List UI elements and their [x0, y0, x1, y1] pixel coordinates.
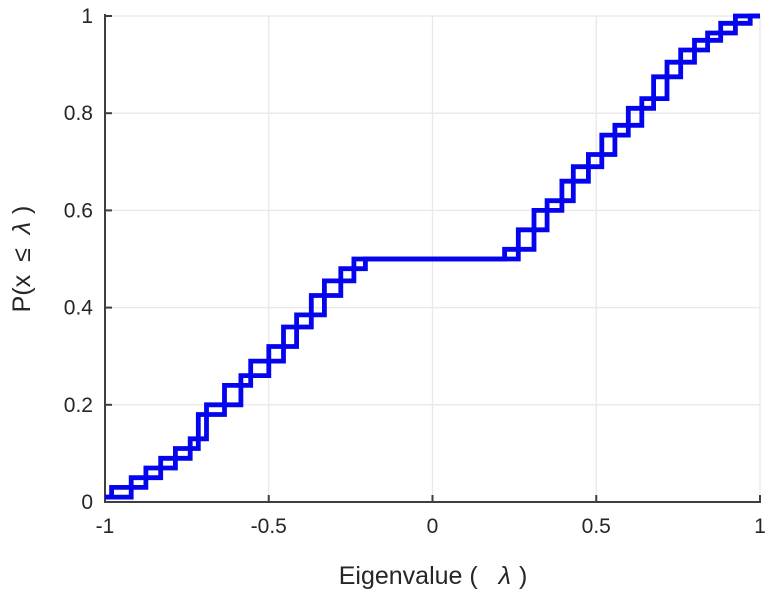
- y-tick-label: 0: [81, 491, 93, 514]
- y-tick-label: 1: [81, 5, 93, 28]
- y-axis-label-close: ): [8, 206, 36, 214]
- y-tick-label: 0.2: [64, 394, 93, 417]
- y-tick-label: 0.8: [64, 102, 93, 125]
- x-tick-label: 0.5: [582, 515, 611, 538]
- cdf-step-lines: [105, 13, 760, 500]
- x-axis-label-text: Eigenvalue (: [339, 562, 479, 590]
- y-axis-label: P(x ≤ λ ): [8, 206, 36, 313]
- tick-marks: [104, 15, 761, 503]
- x-tick-label: -0.5: [251, 515, 287, 538]
- x-axis-label-close: ): [519, 562, 527, 590]
- lambda-symbol: λ: [497, 562, 511, 590]
- x-axis-label: Eigenvalue ( λ ): [339, 562, 528, 590]
- leq-symbol: ≤: [8, 248, 36, 262]
- x-tick-label: -1: [96, 515, 115, 538]
- x-tick-label: 1: [754, 515, 766, 538]
- y-tick-label: 0.6: [64, 199, 93, 222]
- x-tick-label: 0: [427, 515, 439, 538]
- ecdf-lagging: [105, 13, 760, 500]
- lambda-symbol: λ: [8, 222, 36, 236]
- tick-labels: -1 -0.5 0 0.5 1 0 0.2 0.4 0.6 0.8 1: [64, 5, 766, 538]
- y-tick-label: 0.4: [64, 297, 94, 320]
- y-axis-label-text: P(x: [8, 274, 36, 312]
